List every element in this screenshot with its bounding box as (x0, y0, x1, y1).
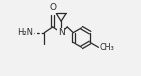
Text: O: O (49, 3, 56, 12)
Text: CH₃: CH₃ (99, 43, 114, 52)
Text: H₂N: H₂N (18, 28, 34, 37)
Text: N: N (58, 28, 65, 37)
